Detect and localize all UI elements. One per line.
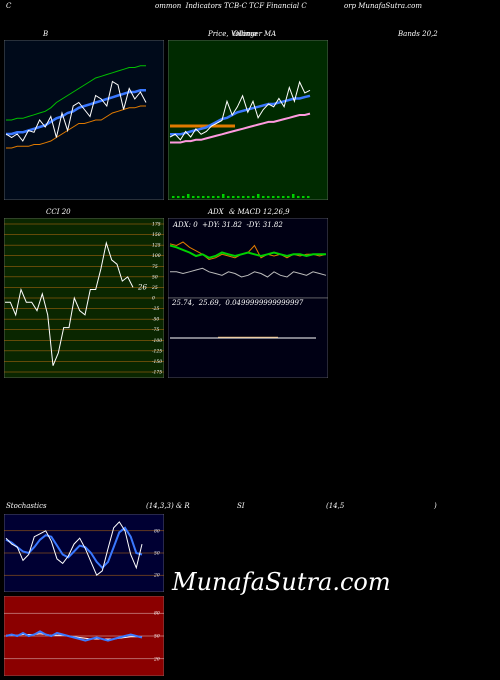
rsi-line (5, 630, 143, 642)
volume-bar (307, 196, 310, 198)
volume-bar (272, 196, 275, 198)
volume-bar (292, 194, 295, 198)
stoch-tick-label: 50 (154, 551, 160, 557)
cci-tick-label: -100 (152, 338, 162, 344)
volume-bar (247, 196, 250, 198)
volume-bar (232, 196, 235, 198)
bb-upper-band (6, 65, 146, 121)
cci-tick-label: -125 (152, 348, 162, 354)
volume-bar (242, 196, 245, 198)
cci-line (5, 241, 134, 366)
volume-bar (227, 196, 230, 198)
volume-bar (192, 196, 195, 198)
rsi-tick-label: 50 (154, 634, 160, 640)
rsi-close: ) (434, 502, 437, 510)
cci-tick-label: 25 (151, 285, 158, 291)
stoch-tick-label: 20 (153, 573, 160, 579)
cci-value-label: 26 (137, 283, 147, 291)
volume-bar (217, 196, 220, 198)
price-ma-short (170, 94, 311, 136)
cci-tick-label: 50 (152, 274, 158, 280)
price-title-d: MA (264, 30, 277, 38)
stoch-title: Stochastics (6, 502, 47, 510)
volume-bar (297, 196, 300, 198)
header-middle: ommon Indicators TCB-C TCF Financial C (155, 2, 307, 10)
cci-chart: -175 -150 -125 -100 -75 -50 -25 0 25 50 75 100 125 15… (4, 218, 164, 378)
volume-bar (282, 196, 285, 198)
volume-bar (207, 196, 210, 198)
cci-tick-label: -75 (152, 327, 159, 333)
bb-middle-band (6, 89, 146, 136)
adx-label: ADX: 0 +DY: 31.82 -DY: 31.82 (173, 221, 283, 229)
cci-tick-label: 0 (152, 296, 155, 302)
volume-bar (302, 196, 305, 198)
price-title-b: Volume (231, 30, 258, 38)
bb-lower-band (6, 105, 146, 149)
volume-bar (277, 196, 280, 198)
cci-tick-label: 100 (152, 253, 161, 259)
volume-bar (267, 196, 270, 198)
cci-tick-label: -150 (152, 359, 162, 365)
watermark: MunafaSutra.com (172, 568, 391, 596)
cci-tick-label: -175 (152, 370, 162, 376)
volume-bar (182, 196, 185, 198)
stoch-tick-label: 80 (154, 528, 160, 534)
header-right: orp MunafaSutra.com (344, 2, 423, 10)
macd-label: 25.74, 25.69, 0.0499999999999997 (172, 299, 304, 307)
volume-bar (237, 196, 240, 198)
adx-macd-chart (168, 218, 328, 378)
cci-tick-label: 150 (152, 232, 161, 238)
adx-title-a: ADX (208, 208, 224, 216)
rsi-chart: 80 50 20 (4, 596, 164, 676)
bb-price-line (5, 80, 147, 142)
cci-tick-label: -25 (152, 306, 159, 312)
bb-title: B (43, 30, 49, 38)
stoch-params: (14,3,3) & R (146, 502, 190, 510)
volume-bar (252, 196, 255, 198)
price-title-c: Ollinger (233, 30, 262, 38)
cci-tick-label: -50 (152, 317, 159, 323)
volume-bar (202, 196, 205, 198)
volume-bar (262, 196, 265, 198)
adx-line (170, 267, 327, 278)
adx-title-b: & MACD 12,26,9 (229, 208, 290, 216)
cci-tick-label: 125 (152, 243, 161, 249)
price-title-a: Price, (208, 30, 229, 38)
volume-bar (187, 194, 190, 198)
volume-bar (177, 196, 180, 198)
price-line (169, 80, 311, 141)
volume-bar (212, 196, 215, 198)
volume-bar (257, 194, 260, 198)
cci-title: CCI 20 (46, 208, 71, 216)
si-title: SI (237, 502, 245, 510)
stoch-k-line (5, 521, 143, 576)
volume-bar (287, 196, 290, 198)
header-left: C (6, 2, 12, 10)
bands-title: Bands 20,2 (398, 30, 438, 38)
cci-tick-label: 75 (152, 264, 158, 270)
volume-bar (172, 196, 175, 198)
volume-bar (197, 196, 200, 198)
bollinger-chart (4, 40, 164, 200)
plus-dy-line (169, 244, 326, 259)
cci-tick-label: 175 (152, 222, 161, 228)
rsi-tick-label: 20 (153, 656, 160, 662)
price-volume-chart (168, 40, 328, 200)
rsi-tick-label: 80 (154, 611, 160, 617)
price-ma-mid (170, 112, 311, 144)
rsi-params: (14,5 (326, 502, 345, 510)
stochastics-chart: 80 50 20 (4, 514, 164, 592)
volume-bar (222, 194, 225, 198)
